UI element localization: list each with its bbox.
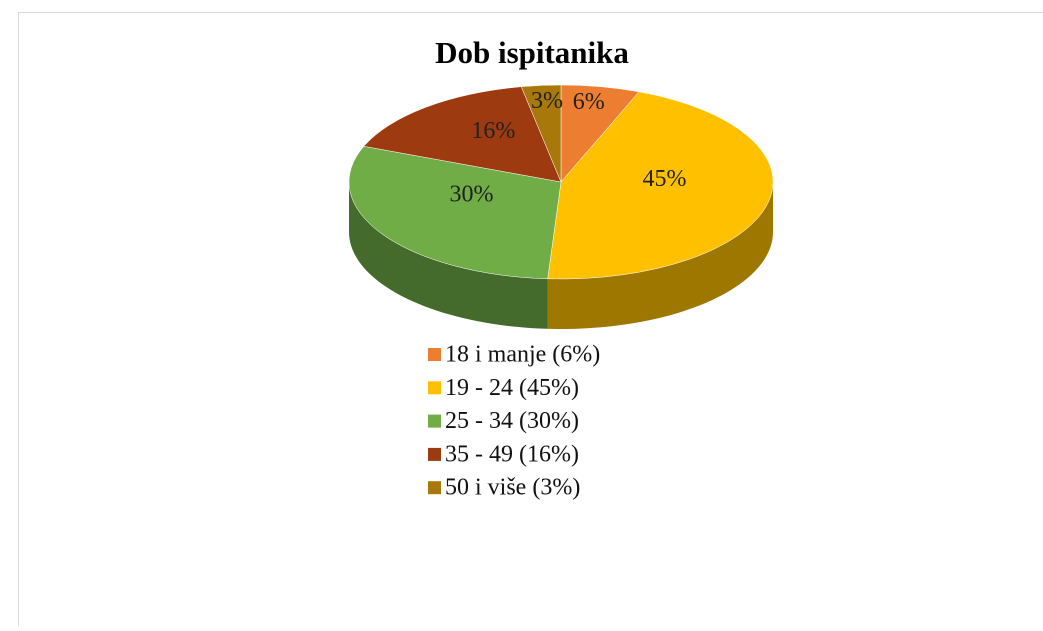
data-label: 6% xyxy=(573,89,605,115)
legend-label: 35 - 49 (16%) xyxy=(445,441,579,467)
data-label: 3% xyxy=(531,88,563,114)
legend-label: 50 i više (3%) xyxy=(445,475,580,501)
legend-swatch xyxy=(428,348,441,361)
data-label: 45% xyxy=(642,166,686,192)
legend-swatch xyxy=(428,448,441,461)
data-label: 30% xyxy=(450,181,494,207)
legend-swatch xyxy=(428,381,441,394)
legend-label: 25 - 34 (30%) xyxy=(445,408,579,434)
legend-label: 18 i manje (6%) xyxy=(445,342,600,368)
legend-swatch xyxy=(428,415,441,428)
chart-title: Dob ispitanika xyxy=(435,35,629,70)
legend-label: 19 - 24 (45%) xyxy=(445,375,579,401)
data-label: 16% xyxy=(471,118,515,144)
legend-swatch xyxy=(428,481,441,494)
